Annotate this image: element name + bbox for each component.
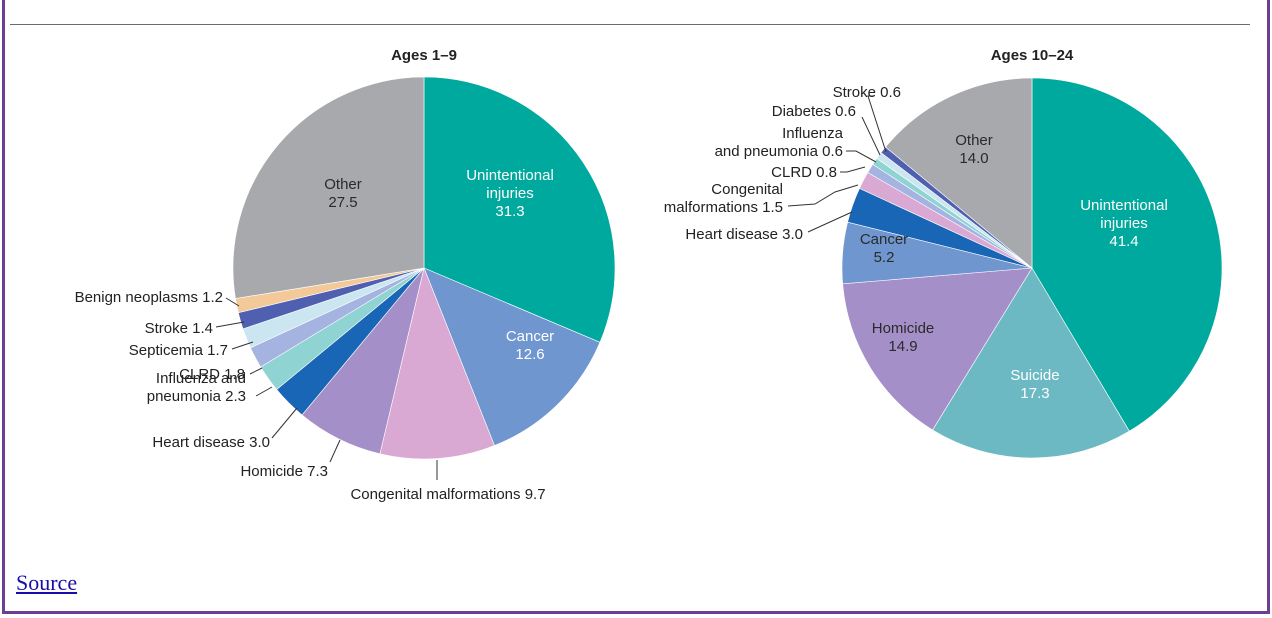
slice-label: malformations 1.5 [664, 199, 783, 216]
pie-slice-congenital-malformations [379, 267, 495, 460]
slice-label: Other [324, 176, 362, 193]
source-link[interactable]: Source [16, 570, 78, 595]
pie-slice-cancer [423, 267, 601, 446]
leader-line [249, 367, 263, 375]
slice-label: 12.6 [515, 346, 544, 363]
slice-label: pneumonia 2.3 [147, 388, 246, 405]
slice-label: Congenital malformations 9.7 [350, 486, 545, 503]
slice-label: 14.0 [959, 150, 988, 167]
pie-slice-homicide [842, 267, 1033, 431]
leader-line [329, 439, 341, 463]
leader-line [225, 297, 240, 307]
leader-line [846, 150, 877, 163]
slice-label: Stroke 0.6 [833, 84, 901, 101]
slice-label: Unintentional [1080, 197, 1168, 214]
pie-slice-unintentional-injuries [423, 76, 616, 343]
slice-label: CLRD 1.8 [179, 366, 245, 383]
pie-charts-figure: Ages 1–9 Unintentionalinjuries31.3Cancer… [75, 47, 1223, 503]
leader-line [255, 386, 273, 397]
slice-label: Cancer [506, 328, 554, 345]
slice-label: CLRD 0.8 [771, 164, 837, 181]
slice-label: Benign neoplasms 1.2 [75, 289, 223, 306]
leader-line [840, 166, 866, 173]
slice-label: Congenital [711, 181, 783, 198]
leader-line [215, 321, 245, 328]
slice-label: Diabetes 0.6 [772, 103, 856, 120]
slice-label: Homicide 7.3 [240, 463, 328, 480]
chart-title: Ages 1–9 [391, 47, 457, 64]
slice-label: Stroke 1.4 [145, 320, 213, 337]
pie-slice-unintentional-injuries [1031, 77, 1223, 432]
leader-line [861, 116, 881, 156]
leader-line [867, 95, 887, 153]
slice-label: Homicide [872, 320, 935, 337]
slice-label: 5.2 [874, 249, 895, 266]
slice-label: Unintentional [466, 167, 554, 184]
slice-label: 31.3 [495, 203, 524, 220]
pie-slice-suicide [932, 267, 1130, 459]
slice-label: 17.3 [1020, 385, 1049, 402]
slice-label: 41.4 [1109, 233, 1138, 250]
slice-label: 27.5 [328, 194, 357, 211]
slice-label: Heart disease 3.0 [685, 226, 803, 243]
slice-label: 14.9 [888, 338, 917, 355]
leader-line [271, 407, 298, 439]
leader-line [787, 184, 859, 207]
pie-slice-other [232, 76, 425, 299]
chart-title: Ages 10–24 [991, 47, 1074, 64]
slice-label: Influenza and [156, 370, 246, 387]
slice-label: Septicemia 1.7 [129, 342, 228, 359]
slice-label: injuries [1100, 215, 1148, 232]
slice-label: Cancer [860, 231, 908, 248]
pie-slice-other [885, 77, 1033, 269]
leader-line [231, 341, 254, 350]
slice-label: and pneumonia 0.6 [715, 143, 843, 160]
slice-label: Heart disease 3.0 [152, 434, 270, 451]
slice-label: Suicide [1010, 367, 1059, 384]
top-divider [10, 24, 1250, 25]
slice-label: injuries [486, 185, 534, 202]
slice-label: Other [955, 132, 993, 149]
leader-line [807, 211, 853, 233]
slice-label: Influenza [782, 125, 844, 142]
